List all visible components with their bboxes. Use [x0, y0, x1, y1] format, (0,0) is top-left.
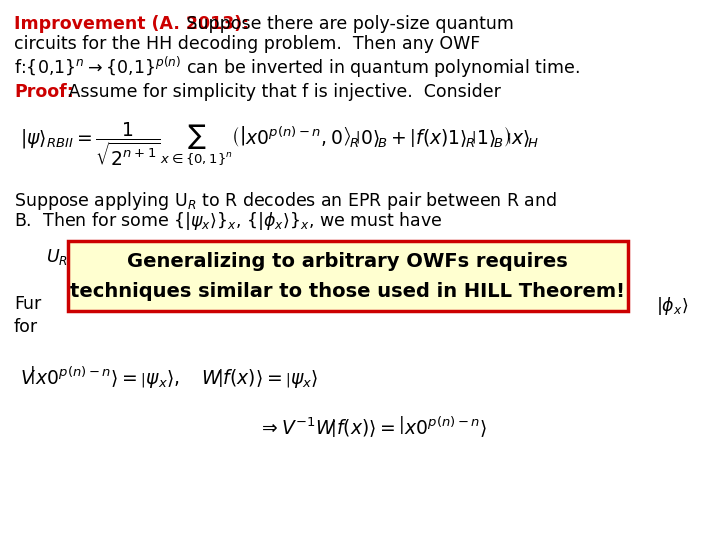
Text: $|\phi_x\rangle$: $|\phi_x\rangle$ [656, 295, 688, 317]
Text: $|\psi\rangle_{RBII} = \dfrac{1}{\sqrt{2^{n+1}}} \sum_{x \in \{0,1\}^n}\left(\le: $|\psi\rangle_{RBII} = \dfrac{1}{\sqrt{2… [20, 120, 539, 167]
Text: $\Rightarrow V^{-1}W\!\left|f(x)\right\rangle = \left|x0^{p(n)-n}\right\rangle$: $\Rightarrow V^{-1}W\!\left|f(x)\right\r… [258, 415, 487, 440]
Text: techniques similar to those used in HILL Theorem!: techniques similar to those used in HILL… [71, 282, 626, 301]
Text: f:{0,1}$^n$$\rightarrow${0,1}$^{p(n)}$ can be inverted in quantum polynomial tim: f:{0,1}$^n$$\rightarrow${0,1}$^{p(n)}$ c… [14, 55, 580, 80]
Text: Proof:: Proof: [14, 83, 74, 101]
Text: B.  Then for some {|$\psi_x\rangle$}$_x$, {|$\phi_x\rangle$}$_x$, we must have: B. Then for some {|$\psi_x\rangle$}$_x$,… [14, 210, 443, 232]
Text: Generalizing to arbitrary OWFs requires: Generalizing to arbitrary OWFs requires [127, 252, 568, 271]
Text: $V\!\left|x0^{p(n)-n}\right\rangle = \left|\psi_x\right\rangle, \quad W\!\left|f: $V\!\left|x0^{p(n)-n}\right\rangle = \le… [20, 365, 318, 391]
Text: Suppose there are poly-size quantum: Suppose there are poly-size quantum [181, 15, 514, 33]
Text: circuits for the HH decoding problem.  Then any OWF: circuits for the HH decoding problem. Th… [14, 35, 480, 53]
FancyBboxPatch shape [68, 241, 628, 311]
Text: for: for [14, 318, 38, 336]
Text: Improvement (A. 2013):: Improvement (A. 2013): [14, 15, 249, 33]
Text: Suppose applying U$_R$ to R decodes an EPR pair between R and: Suppose applying U$_R$ to R decodes an E… [14, 190, 557, 212]
Text: Fur: Fur [14, 295, 41, 313]
Text: Assume for simplicity that f is injective.  Consider: Assume for simplicity that f is injectiv… [63, 83, 500, 101]
Text: $U_R\left|x0^{p(n)-n},0\right\rangle = |\psi_x\rangle\left|0\right\rangle\quad U: $U_R\left|x0^{p(n)-n},0\right\rangle = |… [46, 242, 415, 268]
